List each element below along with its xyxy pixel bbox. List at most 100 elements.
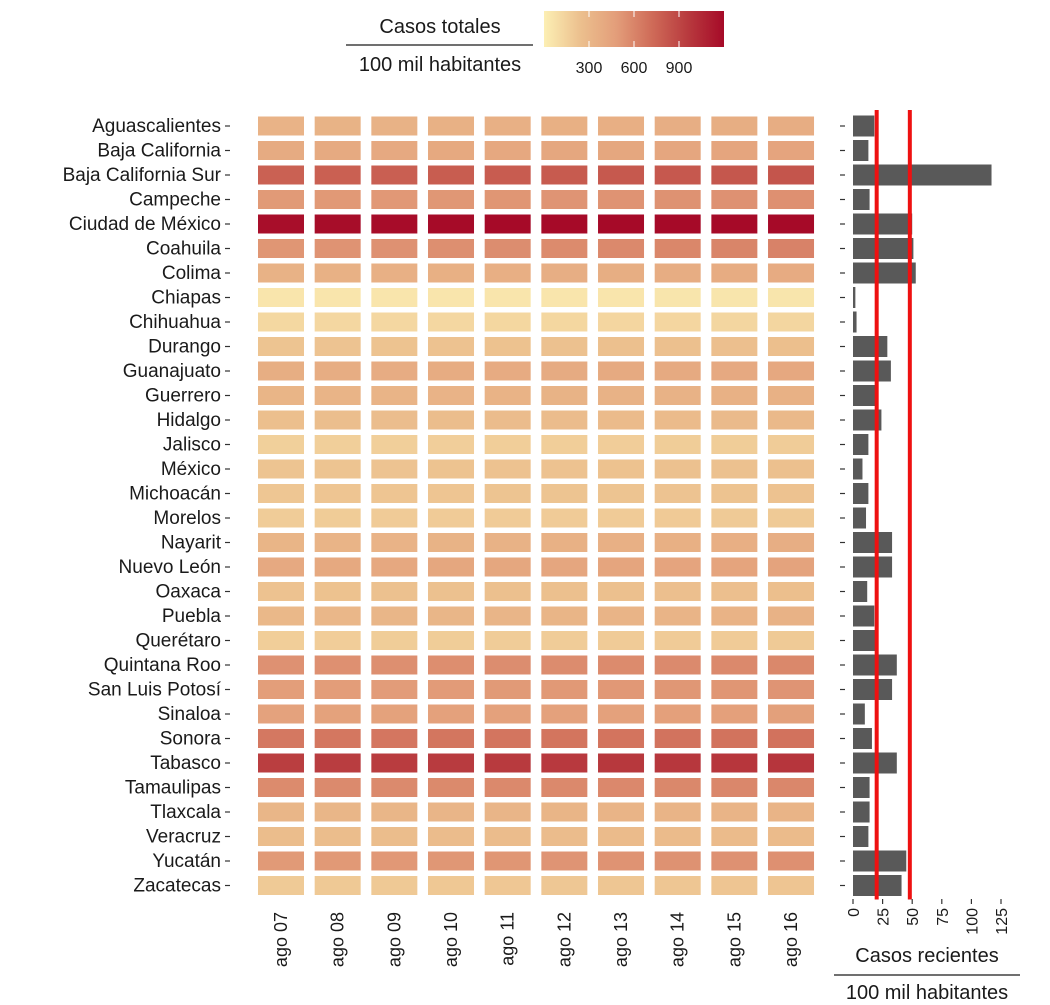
heatmap-cell — [314, 680, 361, 699]
heatmap-cell — [711, 239, 758, 258]
bar — [853, 409, 882, 431]
heatmap-cell — [598, 827, 645, 846]
heatmap-cell — [314, 778, 361, 797]
heatmap-cell — [371, 239, 418, 258]
heatmap-cell — [428, 263, 475, 283]
heatmap-cell — [371, 459, 418, 479]
heatmap-cell — [541, 802, 588, 822]
heatmap-cell — [428, 459, 475, 479]
heatmap-cell — [598, 141, 645, 160]
heatmap-cell — [371, 165, 418, 185]
heatmap-cell — [541, 459, 588, 479]
bar-panel-row-ticks — [840, 125, 845, 887]
heatmap-cell — [428, 508, 475, 528]
heatmap-cell — [258, 827, 304, 846]
heatmap-cell — [258, 141, 304, 160]
heatmap-cell — [768, 606, 815, 626]
heatmap-cell — [598, 876, 645, 895]
heatmap-cell — [258, 631, 304, 650]
heatmap-cell — [428, 190, 475, 209]
heatmap-cell — [314, 141, 361, 160]
legend-title-numerator: Casos totales — [379, 16, 500, 38]
bar-axis-tick-label: 0 — [846, 908, 863, 917]
row-label: Campeche — [129, 190, 221, 211]
heatmap-cell — [314, 214, 361, 234]
heatmap-cell — [768, 116, 815, 136]
heatmap-cell — [711, 827, 758, 846]
heatmap-cell — [541, 508, 588, 528]
heatmap-cell — [711, 655, 758, 675]
row-label: Guanajuato — [123, 361, 221, 382]
heatmap-cell — [768, 459, 815, 479]
bar-xlabel-numerator: Casos recientes — [855, 945, 998, 967]
heatmap-cell — [484, 435, 531, 454]
heatmap-cell — [598, 606, 645, 626]
heatmap-cell — [541, 337, 588, 356]
heatmap-cell — [371, 704, 418, 724]
row-label: Oaxaca — [156, 582, 222, 603]
heatmap-cell — [598, 655, 645, 675]
heatmap-cell — [768, 410, 815, 430]
heatmap-cell — [258, 386, 304, 405]
heatmap-cell — [598, 802, 645, 822]
heatmap-cell — [258, 802, 304, 822]
row-label: Tamaulipas — [125, 778, 221, 799]
heatmap-cell — [371, 631, 418, 650]
heatmap-cell — [768, 631, 815, 650]
bar-axis-tick-label: 100 — [964, 908, 981, 935]
heatmap-cell — [711, 312, 758, 332]
bar — [853, 826, 869, 847]
bar — [853, 507, 867, 529]
bar — [853, 238, 914, 259]
column-label: ago 15 — [724, 912, 744, 967]
row-label: Jalisco — [163, 435, 221, 456]
heatmap-cell — [484, 876, 531, 895]
heatmap-cell — [314, 288, 361, 307]
heatmap-cell — [428, 778, 475, 797]
bar — [853, 728, 872, 749]
heatmap-cell — [768, 753, 815, 773]
heatmap-cell — [484, 263, 531, 283]
row-label: Colima — [162, 263, 222, 284]
bar — [853, 801, 870, 823]
row-label: Chiapas — [151, 288, 221, 309]
heatmap-cell — [484, 116, 531, 136]
bar-xlabel-denominator: 100 mil habitantes — [846, 982, 1008, 1004]
bar — [853, 679, 893, 700]
column-label: ago 09 — [384, 912, 404, 967]
heatmap-cell — [371, 753, 418, 773]
heatmap-cell — [371, 606, 418, 626]
heatmap-cell — [258, 655, 304, 675]
heatmap-cell — [484, 704, 531, 724]
legend-tick-label: 900 — [666, 60, 693, 77]
heatmap-cell — [768, 802, 815, 822]
heatmap-cell — [541, 361, 588, 381]
row-label: Tabasco — [150, 753, 221, 774]
column-label: ago 16 — [781, 912, 801, 967]
heatmap-cell — [428, 410, 475, 430]
heatmap-cell — [258, 606, 304, 626]
heatmap-cell — [428, 312, 475, 332]
legend-tick-label: 300 — [576, 60, 603, 77]
heatmap-cell — [541, 214, 588, 234]
heatmap-cell — [541, 851, 588, 871]
heatmap-cell — [314, 876, 361, 895]
bar — [853, 777, 870, 798]
heatmap-cell — [541, 606, 588, 626]
heatmap-cell — [598, 239, 645, 258]
heatmap-cell — [484, 361, 531, 381]
row-label: Quintana Roo — [104, 655, 221, 676]
column-label: ago 07 — [271, 912, 291, 967]
row-label: Querétaro — [135, 631, 221, 652]
heatmap-cell — [541, 827, 588, 846]
heatmap-cell — [428, 116, 475, 136]
heatmap-cell — [428, 655, 475, 675]
heatmap-cell — [314, 165, 361, 185]
heatmap-cell — [258, 778, 304, 797]
heatmap-cell — [541, 288, 588, 307]
column-label: ago 11 — [498, 912, 518, 966]
heatmap-cell — [768, 557, 815, 577]
heatmap-cell — [484, 606, 531, 626]
column-label: ago 10 — [441, 912, 461, 967]
